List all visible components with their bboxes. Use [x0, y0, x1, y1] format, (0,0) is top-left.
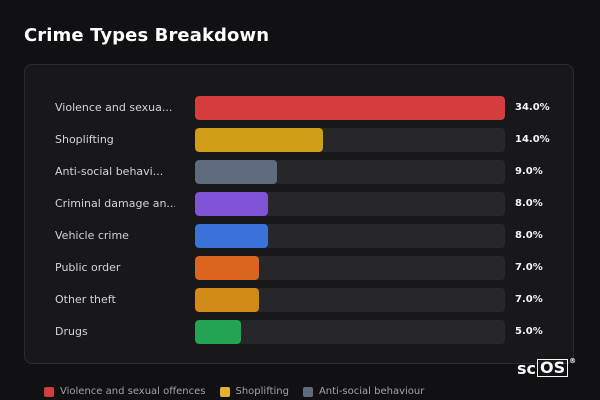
- legend-swatch: [219, 386, 230, 397]
- bar-label: Public order: [55, 261, 121, 274]
- bar-row: Drugs 5.0%: [25, 320, 573, 344]
- bar-label: Violence and sexua...: [55, 101, 173, 114]
- bar-track: [195, 320, 505, 344]
- bar-row: Public order 7.0%: [25, 256, 573, 280]
- logo-boxed-text: OS: [537, 359, 569, 377]
- bar: [195, 256, 259, 280]
- legend-swatch: [302, 386, 313, 397]
- bar-row: Criminal damage an... 8.0%: [25, 192, 573, 216]
- bar-value-label: 8.0%: [515, 198, 543, 209]
- legend-label: Violence and sexual offences: [60, 386, 206, 397]
- bar-label: Vehicle crime: [55, 229, 129, 242]
- bar-value-label: 9.0%: [515, 166, 543, 177]
- chart-title: Crime Types Breakdown: [24, 25, 270, 46]
- bar-value-label: 7.0%: [515, 262, 543, 273]
- bar-value-label: 8.0%: [515, 230, 543, 241]
- bar-label: Other theft: [55, 293, 116, 306]
- bar: [195, 128, 323, 152]
- bar-row: Violence and sexua... 34.0%: [25, 96, 573, 120]
- bar: [195, 160, 277, 184]
- chart-legend: Violence and sexual offences Shoplifting A…: [44, 386, 424, 397]
- bar-track: [195, 160, 505, 184]
- legend-item: Shoplifting: [219, 386, 289, 397]
- legend-item: Anti-social behaviour: [302, 386, 425, 397]
- bar: [195, 96, 505, 120]
- logo-prefix: sc: [517, 358, 537, 378]
- bar-track: [195, 288, 505, 312]
- bar-track: [195, 96, 505, 120]
- legend-label: Anti-social behaviour: [318, 386, 425, 397]
- bar-track: [195, 192, 505, 216]
- bar: [195, 320, 241, 344]
- bar-row: Anti-social behavi... 9.0%: [25, 160, 573, 184]
- bar-row: Other theft 7.0%: [25, 288, 573, 312]
- bar-track: [195, 224, 505, 248]
- bar-value-label: 34.0%: [515, 102, 550, 113]
- bar-track: [195, 256, 505, 280]
- bar-row: Vehicle crime 8.0%: [25, 224, 573, 248]
- bar-track: [195, 128, 505, 152]
- bar-label: Shoplifting: [55, 133, 114, 146]
- bar: [195, 224, 268, 248]
- bar-value-label: 5.0%: [515, 326, 543, 337]
- bar-label: Anti-social behavi...: [55, 165, 164, 178]
- bar-value-label: 7.0%: [515, 294, 543, 305]
- bar-value-label: 14.0%: [515, 134, 550, 145]
- registered-mark: ®: [569, 357, 577, 365]
- bar-label: Drugs: [55, 325, 88, 338]
- brand-logo: sc OS ®: [517, 357, 576, 379]
- chart-card: Violence and sexua... 34.0% Shoplifting 14.…: [24, 64, 574, 364]
- legend-item: Violence and sexual offences: [44, 386, 206, 397]
- legend-swatch: [44, 386, 54, 397]
- bar: [195, 192, 268, 216]
- bar: [195, 288, 259, 312]
- bar-label: Criminal damage an...: [55, 197, 175, 210]
- bar-row: Shoplifting 14.0%: [25, 128, 573, 152]
- legend-label: Shoplifting: [235, 386, 289, 397]
